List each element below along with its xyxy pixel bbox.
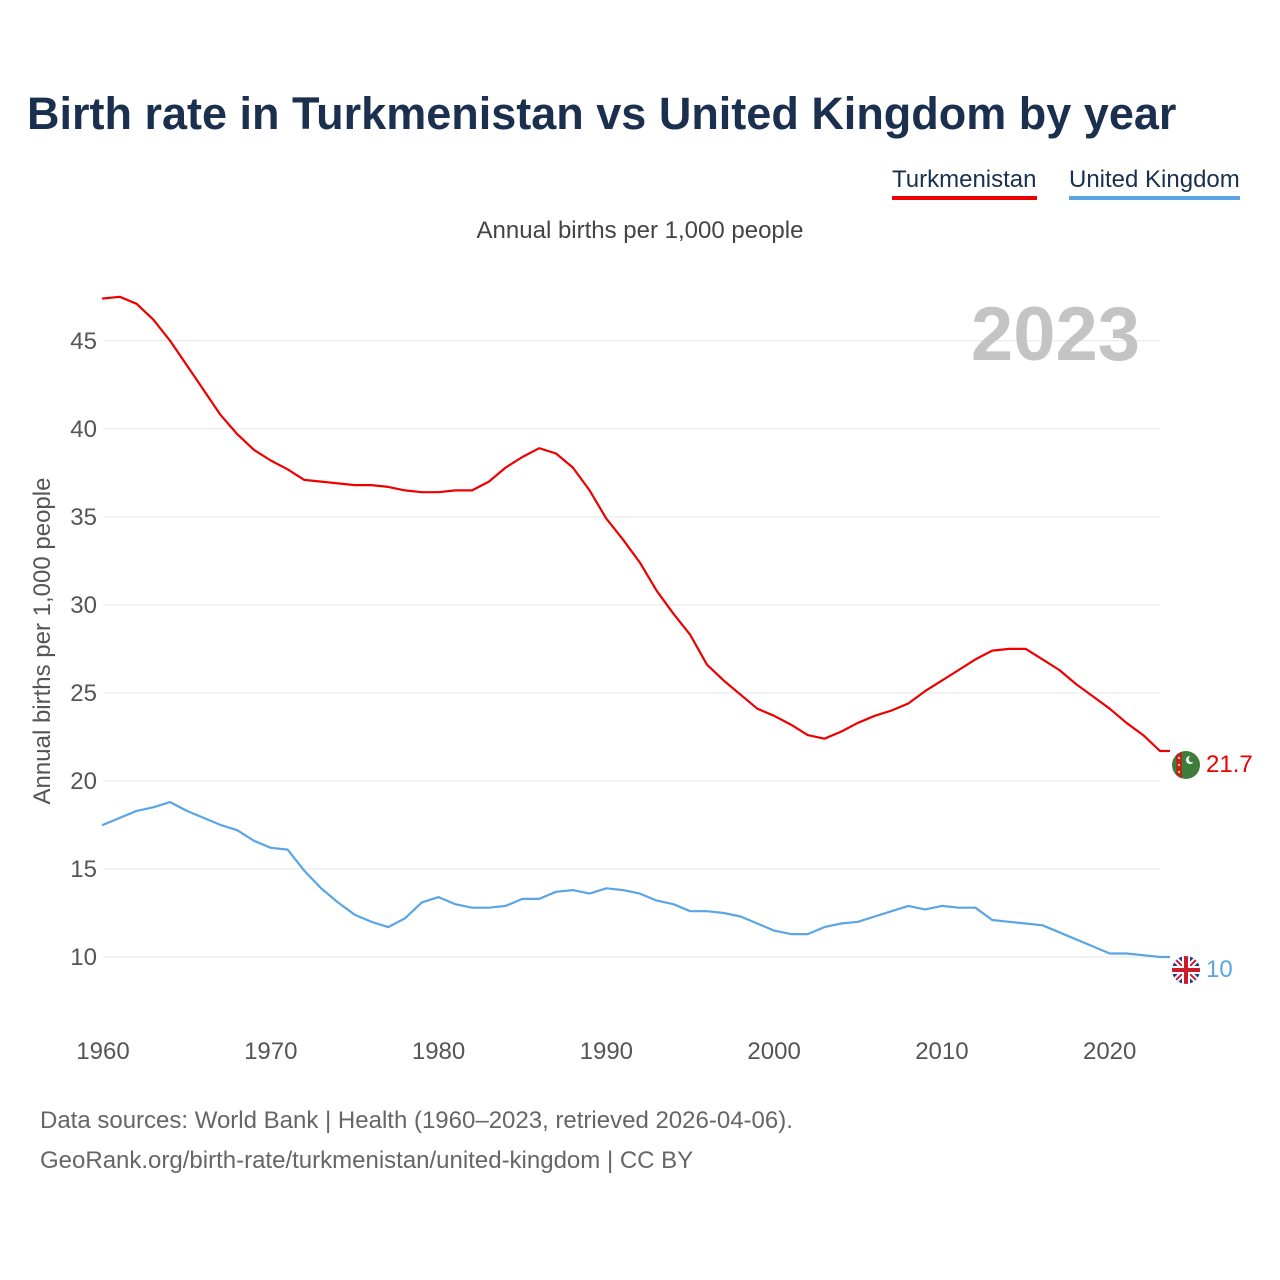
x-axis-ticks: 1960 1970 1980 1990 2000 2010 2020 [76,1038,1136,1065]
y-axis-label: Annual births per 1,000 people [29,478,56,805]
united-kingdom-flag-icon [1172,956,1200,984]
x-tick-label: 2020 [1083,1038,1136,1065]
gridlines [103,340,1160,958]
line-chart: 10 15 20 25 30 35 40 45 1960 1970 1980 1990 2000 201… [29,292,1253,1065]
year-watermark: 2023 [971,292,1140,377]
x-tick-label: 2000 [747,1038,800,1065]
y-tick-label: 10 [70,944,97,971]
end-value-label-turkmenistan: 21.7 [1206,751,1253,778]
turkmenistan-flag-icon [1172,751,1200,779]
series-line-united-kingdom[interactable] [101,800,1162,959]
legend-item-united-kingdom[interactable]: United Kingdom [1069,166,1240,200]
x-tick-label: 2010 [915,1038,968,1065]
x-tick-label: 1960 [76,1038,129,1065]
source-url[interactable]: GeoRank.org/birth-rate/turkmenistan/unit… [40,1147,694,1174]
y-tick-label: 45 [70,328,97,355]
series-line-turkmenistan[interactable] [101,295,1162,753]
legend-item-turkmenistan[interactable]: Turkmenistan [892,166,1037,200]
chart-subtitle: Annual births per 1,000 people [476,217,804,244]
series-lines [101,295,1170,959]
x-tick-label: 1980 [412,1038,465,1065]
y-tick-label: 25 [70,680,97,707]
y-tick-label: 35 [70,504,97,531]
y-tick-label: 20 [70,768,97,795]
x-tick-label: 1970 [244,1038,297,1065]
data-source-note: Data sources: World Bank | Health (1960–… [40,1107,793,1134]
x-tick-label: 1990 [580,1038,633,1065]
chart-title: Birth rate in Turkmenistan vs United Kin… [27,88,1177,139]
y-tick-label: 40 [70,416,97,443]
y-tick-label: 30 [70,592,97,619]
y-axis-ticks: 10 15 20 25 30 35 40 45 [70,328,97,971]
y-tick-label: 15 [70,856,97,883]
end-value-label-united-kingdom: 10 [1206,956,1233,983]
